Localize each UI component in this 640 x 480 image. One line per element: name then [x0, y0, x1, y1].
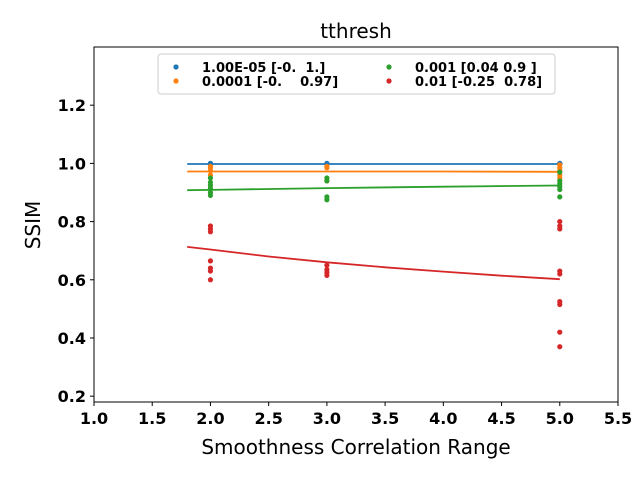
x-tick-label: 5.0	[546, 409, 574, 428]
legend: 1.00E-05 [-0. 1.]0.0001 [-0. 0.97] 0.001 …	[157, 53, 556, 95]
legend-box	[157, 53, 556, 95]
data-point	[324, 197, 330, 203]
data-point	[557, 329, 563, 335]
x-tick-label: 3.5	[371, 409, 399, 428]
y-tick-label: 0.6	[58, 271, 86, 290]
legend-label: 1.00E-05 [-0. 1.]	[202, 61, 325, 76]
data-point	[207, 258, 214, 264]
x-tick-label: 3.0	[313, 409, 341, 428]
data-point	[324, 262, 330, 268]
plot-frame	[93, 46, 619, 403]
data-point	[207, 192, 214, 199]
data-point	[207, 277, 214, 283]
data-point	[557, 169, 563, 175]
x-axis-label: Smoothness Correlation Range	[201, 435, 510, 459]
data-point	[557, 218, 563, 225]
data-point	[324, 165, 330, 171]
y-axis-label: SSIM	[21, 201, 45, 250]
y-tick-label: 0.4	[58, 329, 86, 348]
data-point	[557, 271, 563, 277]
x-tick-label: 2.5	[254, 409, 282, 428]
x-tick-label: 2.0	[196, 409, 224, 428]
y-tick-label: 1.0	[58, 154, 86, 173]
x-axis: 1.0 1.5 2.0 2.5 3.0 3.5 4.0 4.5 5.0 5.5	[80, 402, 632, 428]
y-tick-label: 1.2	[58, 96, 86, 115]
y-tick-label: 0.2	[58, 387, 86, 406]
data-point	[557, 194, 563, 200]
data-point	[324, 178, 330, 184]
series-fit-line	[187, 246, 560, 281]
legend-label: 0.0001 [-0. 0.97]	[202, 75, 338, 90]
y-axis: 0.2 0.4 0.6 0.8 1.0 1.2	[58, 96, 94, 406]
data-point	[207, 229, 214, 235]
legend-marker	[173, 64, 179, 70]
data-point	[557, 186, 563, 193]
x-tick-label: 1.0	[80, 409, 108, 428]
data-point	[557, 301, 563, 308]
plot-area	[187, 160, 563, 350]
data-point	[557, 226, 563, 232]
data-point	[324, 272, 330, 279]
data-point	[557, 344, 563, 350]
legend-label: 0.001 [0.04 0.9 ]	[415, 61, 537, 76]
series-fit-line	[187, 184, 560, 192]
legend-marker	[386, 78, 392, 84]
legend-label: 0.01 [-0.25 0.78]	[415, 75, 542, 90]
legend-marker	[173, 78, 179, 84]
data-point	[207, 268, 214, 274]
chart-title: tthresh	[320, 19, 392, 43]
y-tick-label: 0.8	[58, 213, 86, 232]
legend-marker	[386, 64, 392, 70]
x-tick-label: 4.0	[429, 409, 457, 428]
x-tick-label: 1.5	[138, 409, 166, 428]
x-tick-label: 4.5	[487, 409, 515, 428]
x-tick-label: 5.5	[604, 409, 632, 428]
data-point	[207, 175, 214, 181]
